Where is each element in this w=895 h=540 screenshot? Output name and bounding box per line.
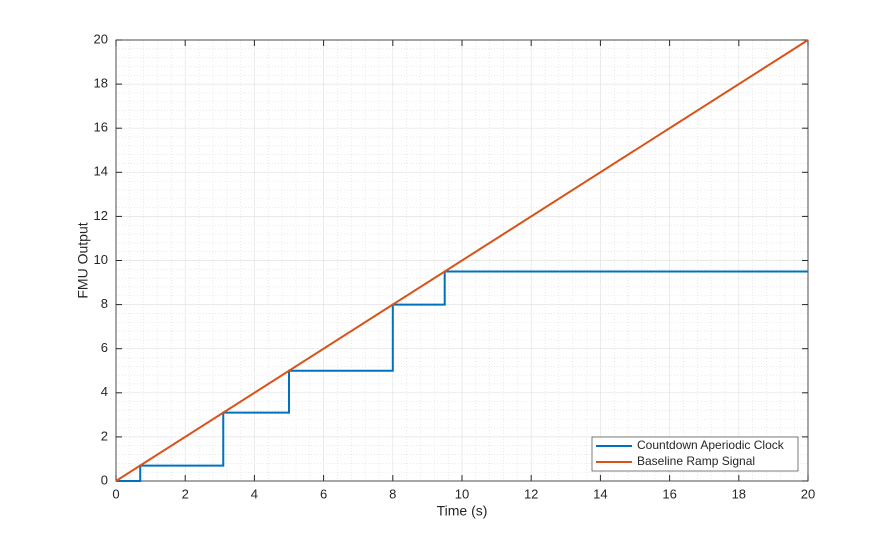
x-tick-label: 16 [662, 486, 676, 501]
y-tick-label: 2 [101, 428, 108, 443]
x-tick-label: 20 [801, 486, 815, 501]
y-tick-label: 10 [94, 252, 108, 267]
legend-box [591, 436, 799, 472]
y-tick-label: 18 [94, 76, 108, 91]
legend-label: Baseline Ramp Signal [637, 454, 755, 468]
x-tick-label: 8 [389, 486, 396, 501]
y-tick-label: 14 [94, 164, 108, 179]
x-tick-label: 10 [455, 486, 469, 501]
x-tick-label: 6 [320, 486, 327, 501]
series-line [116, 270, 808, 482]
x-tick-label: 0 [112, 486, 119, 501]
x-tick-label: 2 [182, 486, 189, 501]
series-line [115, 39, 809, 482]
x-tick-label: 12 [524, 486, 538, 501]
y-tick-label: 12 [94, 208, 108, 223]
y-tick-label: 6 [101, 340, 108, 355]
x-axis-label: Time (s) [437, 503, 488, 519]
y-tick-label: 20 [94, 31, 108, 46]
legend-label: Countdown Aperiodic Clock [637, 438, 785, 452]
y-tick-label: 8 [101, 296, 108, 311]
axes-box [115, 39, 809, 482]
y-tick-label: 16 [94, 120, 108, 135]
x-tick-label: 14 [593, 486, 607, 501]
y-tick-label: 0 [101, 472, 108, 487]
x-tick-label: 18 [732, 486, 746, 501]
y-axis-label: FMU Output [75, 222, 91, 298]
legend: Countdown Aperiodic Clock Baseline Ramp S… [591, 436, 799, 472]
x-tick-label: 4 [251, 486, 258, 501]
y-tick-label: 4 [101, 384, 108, 399]
